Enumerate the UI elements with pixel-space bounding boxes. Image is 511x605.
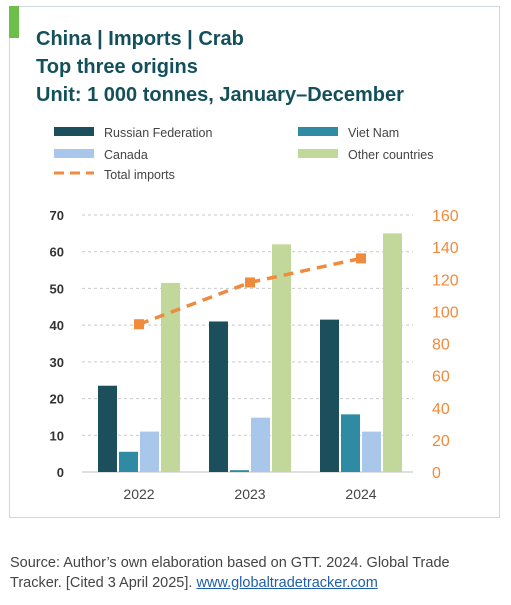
- marker-total-imports: [134, 319, 144, 330]
- legend-label-total-imports: Total imports: [104, 168, 175, 182]
- y-left-tick-label: 60: [50, 245, 64, 260]
- bar-canada-2024: [362, 431, 381, 472]
- source-note: Source: Author’s own elaboration based o…: [10, 553, 505, 593]
- y-right-tick-label: 140: [432, 240, 459, 257]
- bar-viet-nam-2024: [341, 414, 360, 472]
- bar-canada-2022: [140, 431, 159, 472]
- bar-canada-2023: [251, 417, 270, 472]
- y-right-tick-label: 120: [432, 272, 459, 289]
- x-tick-label: 2024: [345, 486, 376, 502]
- chart-subtitle: Top three origins: [36, 56, 198, 78]
- y-right-tick-label: 40: [432, 401, 450, 418]
- legend-swatch-russian-federation: [54, 127, 94, 136]
- marker-total-imports: [245, 277, 255, 288]
- chart-title: China | Imports | Crab: [36, 28, 244, 50]
- y-left-tick-label: 0: [57, 465, 64, 480]
- bar-other-countries-2024: [383, 233, 402, 472]
- y-right-tick-label: 0: [432, 465, 441, 482]
- bar-russian-federation-2022: [98, 385, 117, 472]
- y-right-tick-label: 160: [432, 208, 459, 225]
- line-total-imports: [138, 256, 362, 326]
- y-left-tick-label: 20: [50, 392, 64, 407]
- bar-viet-nam-2022: [119, 451, 138, 472]
- y-left-tick-label: 50: [50, 281, 64, 296]
- legend-swatch-canada: [54, 149, 94, 158]
- x-tick-label: 2022: [123, 486, 154, 502]
- bar-russian-federation-2024: [320, 319, 339, 472]
- legend-swatch-viet-nam: [298, 127, 338, 136]
- x-tick-label: 2023: [234, 486, 265, 502]
- y-right-tick-label: 100: [432, 304, 459, 321]
- y-left-tick-label: 10: [50, 428, 64, 443]
- bar-other-countries-2022: [161, 282, 180, 472]
- bar-other-countries-2023: [272, 244, 291, 472]
- y-right-tick-label: 20: [432, 433, 450, 450]
- source-link[interactable]: www.globaltradetracker.com: [196, 575, 378, 591]
- y-left-tick-label: 30: [50, 355, 64, 370]
- y-left-tick-label: 70: [50, 208, 64, 223]
- source-text: Source: Author’s own elaboration based o…: [10, 555, 450, 591]
- y-right-tick-label: 80: [432, 337, 450, 354]
- legend-label-other-countries: Other countries: [348, 148, 433, 162]
- accent-bar: [9, 6, 19, 38]
- y-right-tick-label: 60: [432, 369, 450, 386]
- legend-label-viet-nam: Viet Nam: [348, 126, 399, 140]
- legend-swatch-other-countries: [298, 149, 338, 158]
- legend-label-canada: Canada: [104, 148, 148, 162]
- bar-viet-nam-2023: [230, 470, 249, 472]
- legend-label-russian-federation: Russian Federation: [104, 126, 212, 140]
- marker-total-imports: [356, 253, 366, 264]
- chart-unit-line: Unit: 1 000 tonnes, January–December: [36, 84, 404, 106]
- y-left-tick-label: 40: [50, 318, 64, 333]
- chart-svg: 0 10 20 30 40 50 60 70 0 20 40 60 80 100 120 140 160 2022…: [50, 126, 459, 502]
- bar-russian-federation-2023: [209, 321, 228, 472]
